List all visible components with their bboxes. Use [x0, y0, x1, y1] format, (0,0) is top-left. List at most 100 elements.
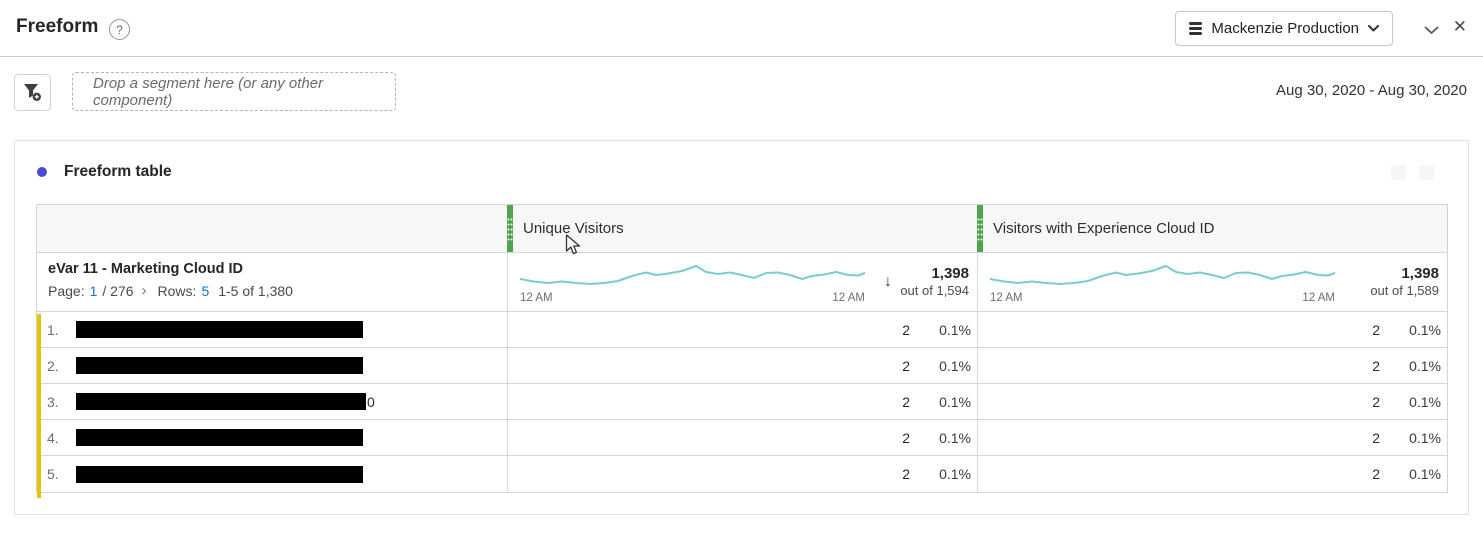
redacted-value — [76, 321, 363, 338]
metric-total: 1,398 out of 1,594 — [892, 264, 977, 300]
funnel-plus-icon — [24, 84, 41, 101]
metric-count: 2 — [1372, 321, 1380, 338]
metric-value-cell: 2 0.1% — [977, 456, 1447, 492]
dimension-value-cell[interactable]: 3. 0 — [37, 384, 507, 419]
metric-value-cell: 2 0.1% — [977, 420, 1447, 455]
metric-count: 2 — [1372, 393, 1380, 410]
dimension-totals-row: eVar 11 - Marketing Cloud ID Page: 1 / 2… — [37, 253, 1447, 312]
top-bar: Freeform ? Mackenzie Production ✕ — [0, 0, 1483, 57]
freeform-panel: Freeform table Unique Visitors Visitors … — [14, 140, 1469, 515]
metric-out-of: out of 1,594 — [900, 283, 969, 299]
metric-count: 2 — [902, 393, 910, 410]
metric-value-cell: 2 0.1% — [507, 456, 977, 492]
next-page-icon[interactable]: › — [141, 282, 147, 299]
rows-label: Rows: — [157, 282, 197, 299]
database-icon — [1189, 22, 1203, 35]
add-filter-button[interactable] — [14, 74, 51, 111]
metric-count: 2 — [902, 466, 910, 482]
redacted-value — [76, 465, 363, 483]
metric-out-of: out of 1,589 — [1370, 283, 1439, 299]
segment-drop-zone[interactable]: Drop a segment here (or any other compon… — [72, 72, 396, 111]
metric-count: 2 — [1372, 429, 1380, 446]
sparkline-start-label: 12 AM — [520, 292, 553, 304]
sparkline-start-label: 12 AM — [990, 292, 1023, 304]
sparkline: 12 AM 12 AM — [520, 256, 865, 308]
page-total: / 276 — [102, 282, 134, 299]
corner-header-cell — [37, 205, 507, 252]
close-icon[interactable]: ✕ — [1452, 17, 1467, 36]
metric-percent: 0.1% — [939, 357, 971, 374]
dimension-value-cell[interactable]: 5. — [37, 456, 507, 492]
segment-drop-placeholder: Drop a segment here (or any other compon… — [93, 74, 324, 109]
metric-count: 2 — [1372, 357, 1380, 374]
row-number: 2. — [47, 357, 59, 374]
selected-rows-marker — [37, 314, 41, 498]
value-suffix: 0 — [367, 393, 375, 410]
table-row[interactable]: 1. 2 0.1% 2 0.1% — [37, 312, 1447, 348]
metric-value-cell: 2 0.1% — [507, 348, 977, 383]
metric-count: 2 — [902, 357, 910, 374]
column-header-label: Visitors with Experience Cloud ID — [993, 220, 1215, 237]
metric-value-cell: 2 0.1% — [977, 348, 1447, 383]
collapse-panel-icon[interactable] — [1424, 22, 1439, 40]
rows-count-link[interactable]: 5 — [201, 282, 210, 299]
sort-descending-icon[interactable]: ↓ — [884, 273, 892, 290]
column-header-unique-visitors[interactable]: Unique Visitors — [507, 205, 977, 252]
sparkline: 12 AM 12 AM — [990, 256, 1335, 308]
freeform-table: Unique Visitors Visitors with Experience… — [36, 204, 1448, 498]
metric-value-cell: 2 0.1% — [977, 384, 1447, 419]
metric-value-cell: 2 0.1% — [507, 312, 977, 347]
page-label: Page: — [48, 282, 85, 299]
column-header-experience-cloud-id[interactable]: Visitors with Experience Cloud ID — [977, 205, 1447, 252]
dimension-cell: eVar 11 - Marketing Cloud ID Page: 1 / 2… — [37, 253, 507, 311]
metric-value-cell: 2 0.1% — [507, 384, 977, 419]
metric-percent: 0.1% — [1409, 321, 1441, 338]
redacted-value — [76, 393, 366, 410]
table-header-row: Unique Visitors Visitors with Experience… — [37, 205, 1447, 253]
redacted-value — [76, 357, 363, 374]
table-row[interactable]: 3. 0 2 0.1% 2 0.1% — [37, 384, 1447, 420]
column-drag-handle-icon[interactable] — [977, 205, 983, 252]
report-suite-selector[interactable]: Mackenzie Production — [1175, 11, 1393, 46]
dimension-value-cell[interactable]: 2. — [37, 348, 507, 383]
dimension-value-cell[interactable]: 1. — [37, 312, 507, 347]
metric-percent: 0.1% — [1409, 466, 1441, 482]
metric-count: 2 — [902, 429, 910, 446]
redacted-value — [76, 429, 363, 446]
row-number: 4. — [47, 429, 59, 446]
help-icon[interactable]: ? — [109, 19, 130, 40]
metric-percent: 0.1% — [1409, 429, 1441, 446]
page-current-link[interactable]: 1 — [89, 282, 98, 299]
row-number: 5. — [47, 466, 59, 482]
report-suite-label: Mackenzie Production — [1211, 20, 1359, 37]
column-drag-handle-icon[interactable] — [507, 205, 513, 252]
metric-percent: 0.1% — [939, 429, 971, 446]
table-row[interactable]: 2. 2 0.1% 2 0.1% — [37, 348, 1447, 384]
date-range[interactable]: Aug 30, 2020 - Aug 30, 2020 — [1276, 82, 1467, 99]
panel-title: Freeform table — [64, 163, 172, 180]
metric-percent: 0.1% — [939, 466, 971, 482]
sparkline-end-label: 12 AM — [1302, 292, 1335, 304]
page-title: Freeform — [16, 16, 99, 37]
metric-summary-experience-cloud-id: 12 AM 12 AM 1,398 out of 1,589 — [977, 253, 1447, 311]
chevron-down-icon — [1368, 25, 1379, 32]
metric-total: 1,398 out of 1,589 — [1335, 264, 1447, 300]
row-number: 3. — [47, 393, 59, 410]
metric-percent: 0.1% — [939, 321, 971, 338]
column-header-label: Unique Visitors — [523, 220, 624, 237]
metric-total-value: 1,398 — [1401, 264, 1439, 282]
metric-value-cell: 2 0.1% — [507, 420, 977, 455]
visualization-dot-icon — [37, 167, 47, 177]
mouse-cursor-icon — [565, 234, 581, 255]
table-row[interactable]: 5. 2 0.1% 2 0.1% — [37, 456, 1447, 492]
table-row[interactable]: 4. 2 0.1% 2 0.1% — [37, 420, 1447, 456]
dimension-name[interactable]: eVar 11 - Marketing Cloud ID — [48, 261, 243, 277]
metric-percent: 0.1% — [1409, 357, 1441, 374]
panel-action-icon[interactable] — [1391, 165, 1406, 180]
panel-action-icon[interactable] — [1419, 165, 1434, 180]
metric-count: 2 — [902, 321, 910, 338]
dimension-value-cell[interactable]: 4. — [37, 420, 507, 455]
metric-count: 2 — [1372, 466, 1380, 482]
segment-bar: Drop a segment here (or any other compon… — [0, 58, 1483, 126]
metric-total-value: 1,398 — [931, 264, 969, 282]
